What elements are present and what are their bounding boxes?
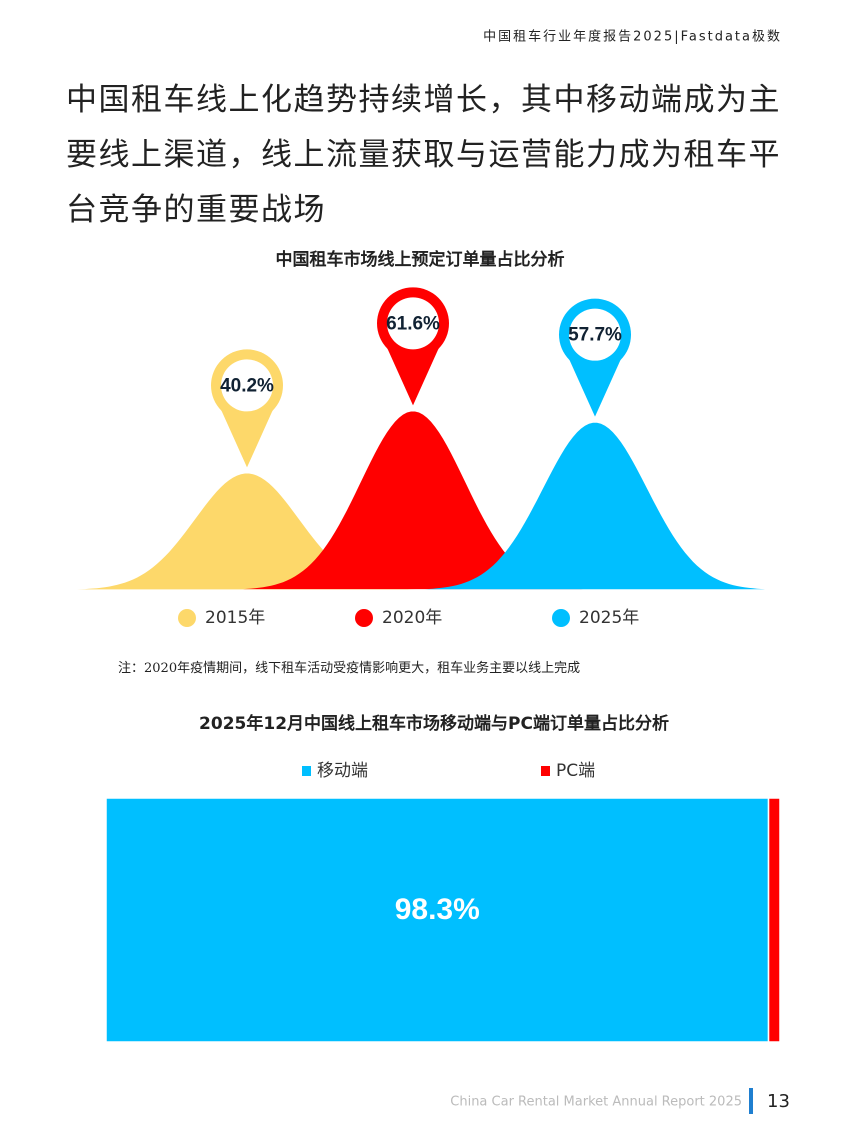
legend-marker: [355, 609, 373, 627]
legend-marker: [302, 766, 311, 776]
legend-label: 移动端: [317, 761, 368, 781]
page-number: 13: [767, 1091, 790, 1112]
legend-label: PC端: [556, 761, 595, 781]
legend-marker: [178, 609, 196, 627]
bar-segment: [105, 797, 770, 1043]
legend-label: 2020年: [382, 608, 442, 628]
footer-bar: [749, 1088, 753, 1114]
headline: 中国租车线上化趋势持续增长，其中移动端成为主要线上渠道，线上流量获取与运营能力成…: [66, 82, 781, 228]
value-label: 57.7%: [568, 325, 622, 346]
pin-hole: [387, 297, 439, 350]
pin-hole: [569, 308, 621, 361]
value-label: 61.6%: [386, 313, 440, 334]
pin: 40.2%: [211, 349, 283, 468]
bar-segment: [767, 797, 781, 1043]
header: 中国租车行业年度报告2025|Fastdata极数: [483, 29, 782, 45]
pin-shape: [386, 345, 440, 406]
legend-marker: [552, 609, 570, 627]
chart-title: 中国租车市场线上预定订单量占比分析: [276, 249, 565, 270]
value-label: 98.3%: [395, 893, 480, 926]
legend-label: 2015年: [205, 608, 265, 628]
chart-title: 2025年12月中国线上租车市场移动端与PC端订单量占比分析: [199, 713, 669, 734]
pin-shape: [568, 356, 622, 417]
value-label: 40.2%: [220, 375, 274, 396]
bell: [425, 422, 765, 590]
legend-label: 2025年: [579, 608, 639, 628]
bell: [243, 411, 583, 590]
note: 注：2020年疫情期间，线下租车活动受疫情影响更大，租车业务主要以线上完成: [118, 661, 581, 676]
legend-marker: [541, 766, 550, 776]
pin: 61.6%: [377, 287, 449, 406]
pin-shape: [220, 407, 274, 468]
pin-hole: [221, 359, 273, 412]
pin: 57.7%: [559, 298, 631, 417]
footer-text: China Car Rental Market Annual Report 20…: [450, 1095, 742, 1110]
